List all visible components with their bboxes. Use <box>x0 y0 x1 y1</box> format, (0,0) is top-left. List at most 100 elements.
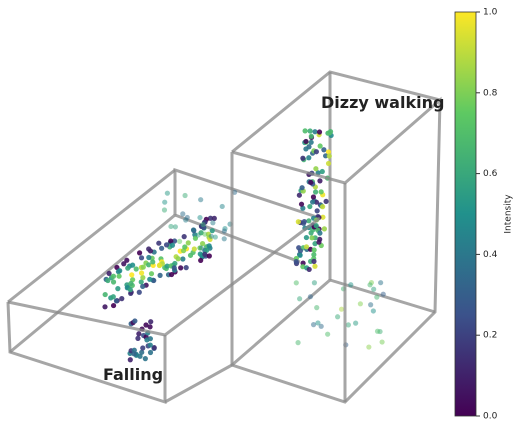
point <box>299 185 305 191</box>
point <box>325 331 331 337</box>
point <box>130 262 136 268</box>
point <box>161 207 168 213</box>
colorbar-tick-label: 0.6 <box>483 169 498 179</box>
point <box>308 139 314 145</box>
point <box>338 306 345 312</box>
point <box>195 232 201 238</box>
point <box>297 252 303 258</box>
point <box>317 143 323 149</box>
point <box>178 265 184 271</box>
point <box>303 138 309 145</box>
point <box>311 280 318 286</box>
point <box>314 305 320 311</box>
point <box>327 128 334 135</box>
point <box>147 336 153 342</box>
point <box>311 258 317 264</box>
point <box>171 238 178 244</box>
point <box>190 227 197 233</box>
point <box>318 189 324 195</box>
annotation: Falling <box>103 365 163 384</box>
point <box>313 223 319 229</box>
point <box>310 322 317 328</box>
point <box>168 223 174 230</box>
point <box>371 286 377 292</box>
point <box>163 242 170 248</box>
point <box>353 320 359 326</box>
point <box>147 276 153 282</box>
point <box>136 250 143 256</box>
point <box>317 178 323 184</box>
point <box>308 133 314 139</box>
point <box>311 251 317 258</box>
point <box>171 265 177 271</box>
point <box>151 277 157 284</box>
point <box>303 244 310 250</box>
point <box>191 246 197 252</box>
point <box>169 242 176 248</box>
point <box>142 356 148 362</box>
point <box>297 296 303 302</box>
point <box>198 257 204 264</box>
point <box>335 314 341 320</box>
point <box>379 339 385 345</box>
point <box>309 235 315 241</box>
point <box>127 287 133 293</box>
point <box>326 153 332 159</box>
point <box>102 291 108 298</box>
point <box>156 240 162 246</box>
point <box>157 272 163 278</box>
point <box>138 255 145 261</box>
point <box>184 214 190 221</box>
point <box>325 149 332 155</box>
point <box>164 263 170 269</box>
point <box>325 160 332 167</box>
point <box>316 129 323 135</box>
point <box>136 289 142 295</box>
point <box>309 199 316 205</box>
point <box>110 279 117 285</box>
point <box>113 298 120 304</box>
point <box>180 211 186 217</box>
point <box>311 247 317 253</box>
point <box>156 262 163 269</box>
point <box>295 219 301 225</box>
point <box>102 304 108 310</box>
point <box>310 194 317 200</box>
colorbar-label: Intensity <box>504 194 513 234</box>
point <box>319 168 325 175</box>
point <box>313 199 320 205</box>
point <box>180 256 186 262</box>
point <box>148 319 154 325</box>
point <box>293 259 299 265</box>
point <box>106 270 112 277</box>
point <box>129 272 135 278</box>
point <box>181 233 187 240</box>
colorbar-tick-label: 0.2 <box>483 331 497 341</box>
point <box>206 243 212 249</box>
point <box>208 233 214 239</box>
dizzy-box-front <box>230 96 442 404</box>
point <box>296 192 302 198</box>
point <box>221 228 227 234</box>
point <box>183 265 189 271</box>
point <box>293 280 299 286</box>
point <box>198 197 204 203</box>
point <box>204 247 210 253</box>
point <box>110 302 117 309</box>
point <box>314 208 320 214</box>
point <box>150 259 156 265</box>
point <box>366 344 372 350</box>
point <box>295 340 301 346</box>
point <box>206 253 212 259</box>
point <box>200 221 206 228</box>
point <box>312 263 318 269</box>
point <box>368 302 374 308</box>
colorbar-tick-label: 0.4 <box>483 250 498 260</box>
point <box>164 190 170 196</box>
point <box>315 320 321 326</box>
point <box>139 349 145 355</box>
point <box>140 264 146 270</box>
point <box>378 280 384 286</box>
colorbar-tick-label: 0.0 <box>483 412 498 422</box>
point <box>370 308 376 314</box>
